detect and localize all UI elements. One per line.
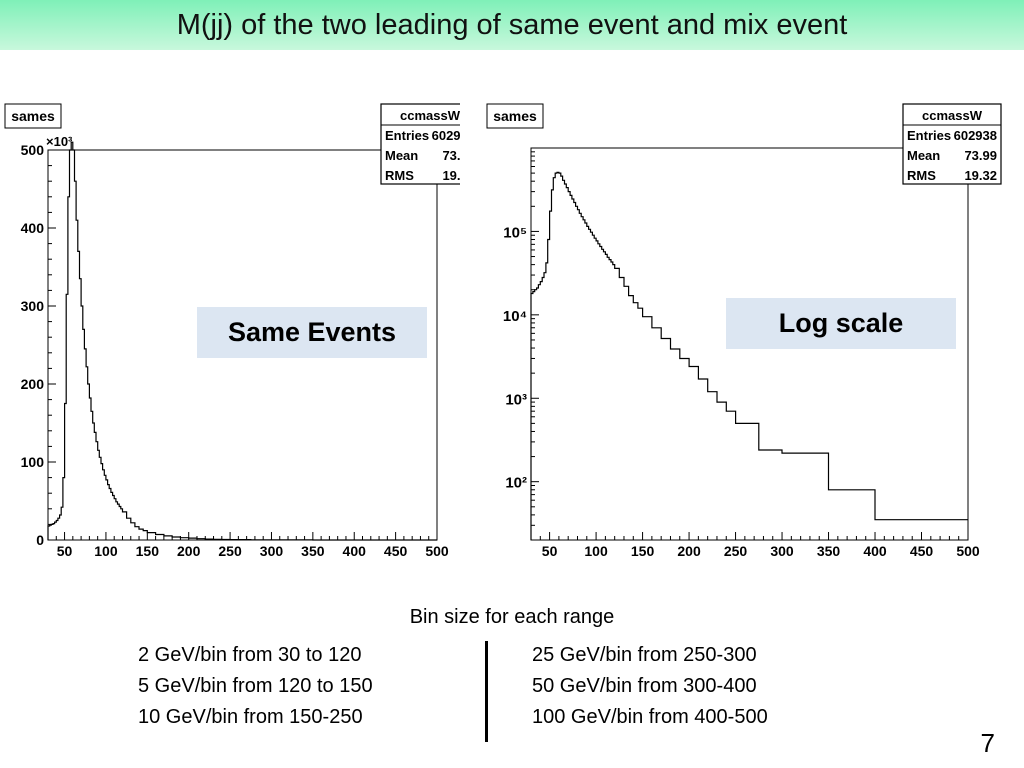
y-tick-label: 10⁴: [503, 308, 527, 325]
x-tick-label: 450: [384, 543, 408, 559]
stats-label: RMS: [385, 168, 414, 183]
panel-label: sames: [493, 108, 537, 124]
slide-title-bar: M(jj) of the two leading of same event a…: [0, 0, 1024, 50]
x-tick-label: 450: [910, 543, 934, 559]
stats-value: 602938: [432, 128, 460, 143]
x-tick-label: 400: [343, 543, 367, 559]
x-tick-label: 400: [863, 543, 887, 559]
x-tick-label: 100: [584, 543, 608, 559]
stats-box-name: ccmassW: [400, 108, 460, 123]
x-tick-label: 150: [136, 543, 160, 559]
stats-box: [902, 103, 1002, 185]
stats-label: Mean: [385, 148, 418, 163]
bin-list-left: 2 GeV/bin from 30 to 120 5 GeV/bin from …: [138, 640, 373, 733]
log-scale-callout: Log scale: [726, 298, 956, 349]
x-tick-label: 100: [94, 543, 118, 559]
page-number: 7: [980, 728, 995, 758]
x-tick-label: 200: [677, 543, 701, 559]
y-axis-multiplier: ×10³: [46, 134, 73, 149]
bin-range-item: 50 GeV/bin from 300-400: [532, 675, 757, 697]
x-tick-label: 50: [542, 543, 558, 559]
x-tick-label: 200: [177, 543, 201, 559]
x-tick-label: 150: [631, 543, 655, 559]
stats-label: Mean: [907, 148, 940, 163]
bin-range-item: 100 GeV/bin from 400-500: [532, 706, 768, 728]
y-tick-label: 10⁵: [503, 224, 527, 241]
stats-value: 19.32: [442, 168, 460, 183]
stats-value: 602938: [954, 128, 997, 143]
y-tick-label: 200: [21, 376, 45, 392]
bin-range-item: 10 GeV/bin from 150-250: [138, 706, 363, 728]
x-tick-label: 500: [956, 543, 980, 559]
stats-label: Entries: [385, 128, 429, 143]
bin-list-right: 25 GeV/bin from 250-300 50 GeV/bin from …: [532, 640, 768, 733]
y-tick-label: 100: [21, 454, 45, 470]
slide-title: M(jj) of the two leading of same event a…: [176, 8, 848, 41]
x-tick-label: 350: [301, 543, 325, 559]
same-events-callout: Same Events: [197, 307, 427, 358]
y-tick-label: 400: [21, 220, 45, 236]
stats-label: RMS: [907, 168, 936, 183]
x-tick-label: 500: [425, 543, 449, 559]
stats-box: [380, 103, 460, 185]
stats-value: 73.99: [442, 148, 460, 163]
histogram-series: [530, 171, 968, 540]
x-tick-label: 250: [218, 543, 242, 559]
x-tick-label: 300: [260, 543, 284, 559]
y-tick-label: 300: [21, 298, 45, 314]
x-tick-label: 300: [770, 543, 794, 559]
panel-label-box: [4, 103, 62, 129]
x-tick-label: 50: [57, 543, 73, 559]
stats-value: 73.99: [964, 148, 997, 163]
bin-size-heading: Bin size for each range: [409, 606, 615, 628]
stats-label: Entries: [907, 128, 951, 143]
bin-range-item: 2 GeV/bin from 30 to 120: [138, 644, 362, 666]
bin-range-item: 25 GeV/bin from 250-300: [532, 644, 757, 666]
y-tick-label: 0: [36, 532, 44, 548]
bin-range-item: 5 GeV/bin from 120 to 150: [138, 675, 373, 697]
x-tick-label: 250: [724, 543, 748, 559]
column-divider: [485, 641, 488, 742]
y-tick-label: 10³: [505, 391, 527, 408]
y-tick-label: 10²: [505, 475, 527, 492]
y-tick-label: 500: [21, 142, 45, 158]
panel-label: sames: [11, 108, 55, 124]
x-tick-label: 350: [817, 543, 841, 559]
stats-box-name: ccmassW: [922, 108, 983, 123]
stats-value: 19.32: [964, 168, 997, 183]
histogram-series: [47, 141, 437, 541]
panel-label-box: [486, 103, 544, 129]
